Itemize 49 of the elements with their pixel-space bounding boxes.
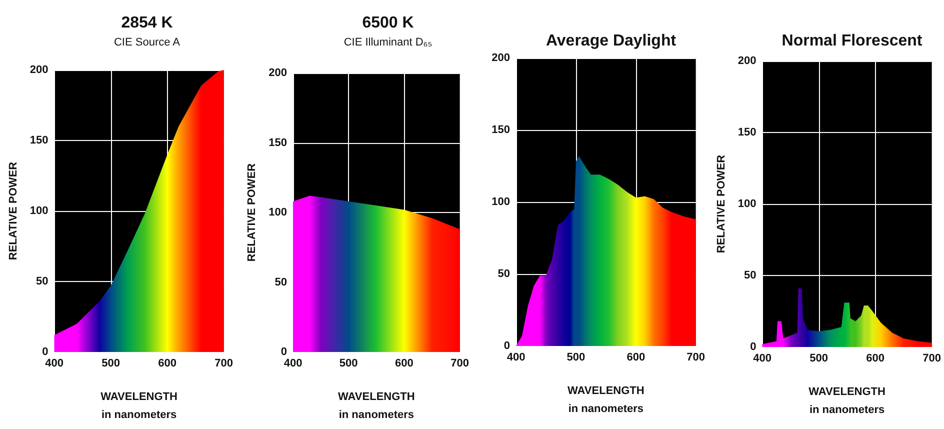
y-tick-label: 150 (30, 134, 48, 146)
y-tick-label: 100 (30, 205, 48, 217)
y-tick-label: 200 (30, 64, 48, 76)
x-tick-label: 600 (626, 352, 646, 364)
y-tick-label: 150 (492, 124, 510, 136)
chart-title: Average Daylight (546, 32, 677, 50)
y-tick-label: 50 (498, 268, 510, 280)
y-tick-label: 150 (738, 126, 756, 138)
x-tick-label: 700 (922, 352, 942, 364)
y-tick-label: 200 (738, 55, 756, 67)
y-tick-label: 200 (492, 52, 510, 64)
x-axis-title: WAVELENGTH in nanometers (338, 391, 415, 421)
y-tick-label: 50 (36, 276, 48, 288)
chart-subtitle: CIE Source A (114, 36, 181, 48)
y-axis-title: RELATIVE POWER (8, 162, 20, 260)
x-tick-label: 500 (339, 358, 358, 370)
x-axis-title: WAVELENGTH in nanometers (808, 386, 886, 416)
x-tick-label: 600 (395, 358, 414, 370)
x-tick-label: 400 (45, 358, 64, 370)
x-axis-title: WAVELENGTH in nanometers (568, 385, 644, 415)
y-tick-label: 0 (280, 346, 287, 358)
x-tick-label: 400 (284, 358, 302, 370)
y-tick-label: 100 (492, 196, 510, 208)
y-tick-label: 0 (750, 341, 756, 353)
y-tick-label: 0 (504, 340, 510, 352)
x-tick-label: 700 (214, 358, 234, 370)
x-tick-label: 600 (158, 358, 176, 370)
x-axis-title: WAVELENGTH in nanometers (100, 391, 178, 421)
chart-title: Normal Florescent (782, 32, 923, 50)
y-tick-label: 0 (42, 346, 48, 358)
chart-subtitle: CIE Illuminant D₆₅ (344, 36, 432, 48)
y-axis-title: RELATIVE POWER (716, 154, 728, 254)
x-tick-label: 700 (450, 358, 470, 370)
x-tick-label: 700 (686, 352, 706, 364)
x-tick-label: 500 (566, 352, 586, 364)
y-tick-label: 150 (268, 136, 287, 149)
x-tick-label: 400 (753, 352, 772, 364)
x-tick-label: 400 (506, 352, 526, 364)
x-tick-label: 500 (102, 358, 120, 370)
x-tick-label: 600 (866, 352, 884, 364)
chart-title: 6500 K (362, 14, 414, 32)
y-axis-title: RELATIVE POWER (246, 163, 258, 262)
y-tick-label: 100 (738, 198, 756, 210)
x-tick-label: 500 (810, 352, 828, 364)
y-tick-label: 50 (274, 276, 287, 288)
y-tick-label: 50 (744, 270, 756, 282)
y-tick-label: 100 (268, 206, 287, 218)
y-tick-label: 200 (268, 67, 287, 79)
chart-title: 2854 K (121, 14, 174, 32)
